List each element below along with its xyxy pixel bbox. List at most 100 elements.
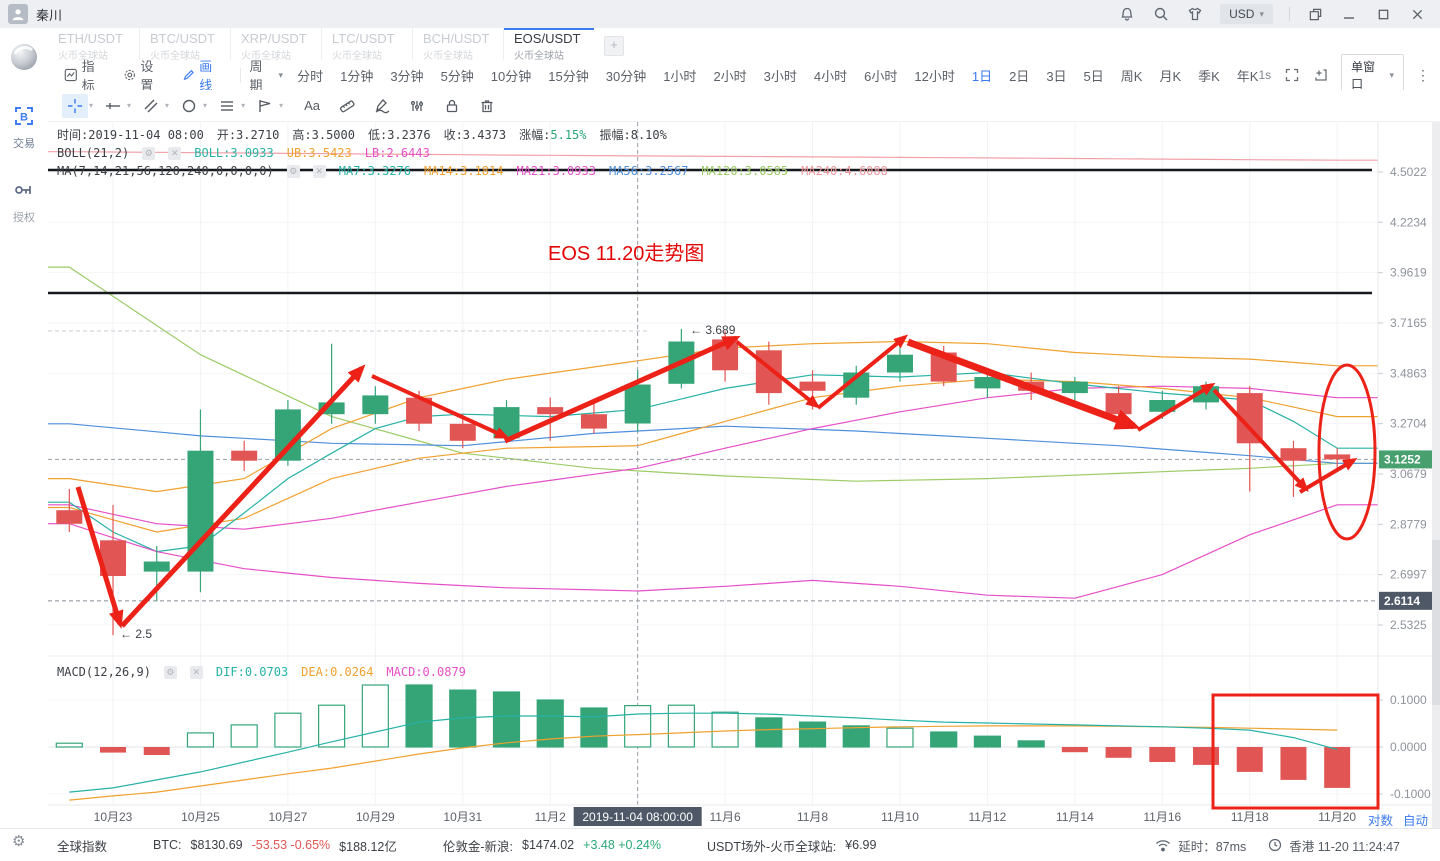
draw-button[interactable]: 画线 [182, 56, 225, 94]
timeframe-季K[interactable]: 季K [1198, 68, 1220, 84]
settings-gear-icon[interactable]: ⚙ [12, 833, 26, 850]
avatar[interactable] [8, 4, 28, 24]
tab-eos-usdt[interactable]: EOS/USDT 火币全球站 [503, 28, 594, 62]
chevron-down-icon[interactable]: ▾ [165, 101, 170, 110]
notifications-icon[interactable] [1118, 5, 1136, 23]
minimize-icon[interactable] [1340, 5, 1358, 23]
ma-settings-icon[interactable]: ⚙ [286, 164, 300, 178]
svg-text:10月31: 10月31 [443, 810, 482, 824]
auto-scale-toggle[interactable]: 自动 [1403, 814, 1429, 828]
svg-text:10月29: 10月29 [356, 810, 395, 824]
window-titlebar: 秦川 USD ▾ [0, 0, 1440, 28]
gold-change: +3.48 +0.24% [583, 838, 661, 852]
timeframe-3小时[interactable]: 3小时 [763, 68, 797, 84]
svg-text:3.0679: 3.0679 [1390, 467, 1427, 481]
timeframe-30分钟[interactable]: 30分钟 [605, 68, 647, 84]
ma14-line [48, 378, 1378, 533]
ohlc-change: 涨幅:5.15% [519, 128, 587, 142]
timeframe-4小时[interactable]: 4小时 [813, 68, 848, 84]
timeframe-6小时[interactable]: 6小时 [864, 68, 898, 84]
timeframe-1小时[interactable]: 1小时 [663, 68, 697, 84]
tab-bch-usdt[interactable]: BCH/USDT 火币全球站 [412, 28, 503, 62]
sidebar-item-auth[interactable]: 授权 [0, 179, 48, 225]
timeframe-5分钟[interactable]: 5分钟 [440, 68, 474, 84]
fullscreen-icon[interactable] [1283, 66, 1300, 84]
tab-ltc-usdt[interactable]: LTC/USDT 火币全球站 [321, 28, 412, 62]
macd-settings-icon[interactable]: ⚙ [163, 665, 177, 679]
more-options-icon[interactable]: ⋮ [1415, 66, 1430, 83]
indicator-button[interactable]: 指标 [64, 56, 107, 94]
log-scale-toggle[interactable]: 对数 [1368, 814, 1394, 828]
search-icon[interactable] [1152, 5, 1170, 23]
gold-label: 伦敦金-新浪: [442, 839, 513, 854]
timeframe-周K[interactable]: 周K [1120, 68, 1143, 84]
sidebar-item-trade[interactable]: B 交易 [0, 105, 48, 151]
timeframe-年K[interactable]: 年K [1236, 68, 1259, 84]
boll-settings-icon[interactable]: ⚙ [142, 146, 156, 160]
ma120-line [48, 266, 1378, 482]
boll-close-icon[interactable]: ✕ [168, 146, 182, 160]
currency-select[interactable]: USD ▾ [1220, 4, 1273, 24]
timeframe-3分钟[interactable]: 3分钟 [390, 68, 424, 84]
timeframe-月K[interactable]: 月K [1159, 68, 1182, 84]
timeframe-15分钟[interactable]: 15分钟 [548, 68, 589, 84]
free-draw-tool-icon[interactable] [369, 94, 395, 118]
theme-skin-icon[interactable] [1186, 5, 1204, 23]
period-label: 周期 [249, 59, 263, 93]
tab-btc-usdt[interactable]: BTC/USDT 火币全球站 [139, 28, 230, 62]
svg-text:11月16: 11月16 [1143, 810, 1181, 824]
ma21-value: MA21:3.0933 [516, 164, 596, 178]
svg-text:3.2704: 3.2704 [1390, 417, 1427, 431]
timeframe-10分钟[interactable]: 10分钟 [490, 68, 532, 84]
chevron-down-icon[interactable]: ▾ [241, 101, 246, 110]
gann-tool-icon[interactable] [404, 94, 430, 118]
tab-xrp-usdt[interactable]: XRP/USDT 火币全球站 [230, 28, 321, 62]
timeframe-1分钟[interactable]: 1分钟 [340, 68, 374, 84]
timeframe-5日[interactable]: 5日 [1083, 68, 1104, 84]
dif-line [69, 712, 1338, 793]
macd-close-icon[interactable]: ✕ [189, 665, 203, 679]
annotation-arrow [735, 340, 821, 409]
flag-tool-icon[interactable] [252, 94, 278, 118]
lock-tool-icon[interactable] [439, 94, 465, 118]
add-tab-button[interactable]: + [604, 36, 624, 56]
parallel-lines-tool-icon[interactable] [138, 94, 164, 118]
timeframe-分时[interactable]: 分时 [297, 68, 324, 84]
chevron-down-icon[interactable]: ▾ [127, 101, 132, 110]
ma56-value: MA56:3.2567 [608, 164, 689, 178]
timeframe-3日[interactable]: 3日 [1046, 68, 1067, 84]
period-select[interactable]: 周期 ▾ [249, 56, 283, 94]
candlestick-series [56, 328, 1351, 636]
close-icon[interactable] [1408, 5, 1426, 23]
timeframe-2日[interactable]: 2日 [1009, 68, 1030, 84]
price-lines-tool-icon[interactable] [214, 94, 240, 118]
ma-indicator-row: MA(7,14,21,56,120,240,0,0,0,0) ⚙ ✕ MA7:3… [57, 164, 888, 178]
horizontal-line-tool-icon[interactable] [100, 94, 126, 118]
divider [1289, 7, 1290, 21]
chevron-down-icon[interactable]: ▾ [279, 101, 284, 110]
settings-button[interactable]: 设置 [123, 56, 166, 94]
clock-icon [1269, 838, 1282, 852]
timeframe-12小时[interactable]: 12小时 [914, 68, 955, 84]
candle-10-31 [449, 423, 476, 441]
popout-icon[interactable] [1306, 5, 1324, 23]
refresh-interval[interactable]: 1s [1258, 68, 1272, 82]
chevron-down-icon[interactable]: ▾ [203, 101, 208, 110]
chevron-down-icon[interactable]: ▾ [89, 101, 94, 110]
maximize-icon[interactable] [1374, 5, 1392, 23]
ellipse-tool-icon[interactable] [176, 94, 202, 118]
annotation-arrow [1136, 382, 1216, 432]
text-tool-icon[interactable]: Aa [304, 98, 321, 113]
timeframe-2小时[interactable]: 2小时 [713, 68, 747, 84]
trash-tool-icon[interactable] [474, 94, 500, 118]
add-pane-icon[interactable] [1312, 66, 1329, 84]
ruler-tool-icon[interactable] [334, 94, 360, 118]
timeframe-1日[interactable]: 1日 [971, 68, 993, 84]
tab-eth-usdt[interactable]: ETH/USDT 火币全球站 [58, 31, 123, 62]
sidebar-item-label: 授权 [13, 212, 35, 224]
global-index-label[interactable]: 全球指数 [57, 839, 108, 854]
chevron-down-icon: ▾ [1259, 8, 1264, 19]
ma-close-icon[interactable]: ✕ [312, 164, 326, 178]
crosshair-tool-icon[interactable] [62, 93, 88, 118]
